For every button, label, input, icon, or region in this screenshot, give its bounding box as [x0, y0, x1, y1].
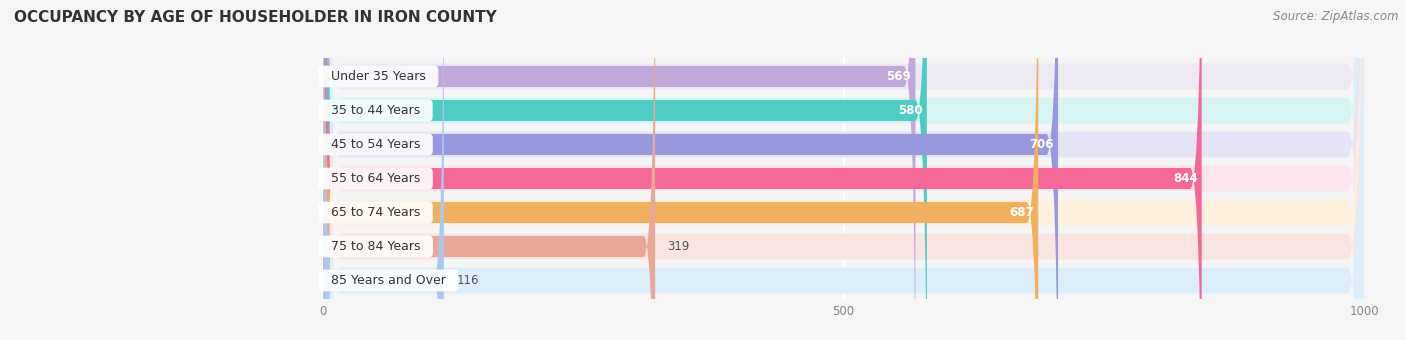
- Text: 55 to 64 Years: 55 to 64 Years: [323, 172, 429, 185]
- FancyBboxPatch shape: [323, 0, 1364, 340]
- Text: 569: 569: [887, 70, 911, 83]
- Text: 35 to 44 Years: 35 to 44 Years: [323, 104, 429, 117]
- Text: 580: 580: [898, 104, 922, 117]
- Text: 85 Years and Over: 85 Years and Over: [323, 274, 454, 287]
- Text: 706: 706: [1029, 138, 1054, 151]
- Text: Source: ZipAtlas.com: Source: ZipAtlas.com: [1274, 10, 1399, 23]
- Text: 45 to 54 Years: 45 to 54 Years: [323, 138, 429, 151]
- FancyBboxPatch shape: [323, 0, 915, 340]
- Text: 687: 687: [1010, 206, 1033, 219]
- FancyBboxPatch shape: [323, 0, 1059, 340]
- Text: 844: 844: [1173, 172, 1198, 185]
- Text: 75 to 84 Years: 75 to 84 Years: [323, 240, 429, 253]
- FancyBboxPatch shape: [323, 0, 1364, 340]
- Text: 319: 319: [668, 240, 690, 253]
- Text: 65 to 74 Years: 65 to 74 Years: [323, 206, 429, 219]
- FancyBboxPatch shape: [323, 0, 1364, 340]
- FancyBboxPatch shape: [323, 0, 927, 340]
- Text: OCCUPANCY BY AGE OF HOUSEHOLDER IN IRON COUNTY: OCCUPANCY BY AGE OF HOUSEHOLDER IN IRON …: [14, 10, 496, 25]
- FancyBboxPatch shape: [323, 0, 1364, 340]
- FancyBboxPatch shape: [323, 0, 1364, 340]
- FancyBboxPatch shape: [323, 0, 444, 340]
- FancyBboxPatch shape: [323, 0, 1202, 340]
- Text: Under 35 Years: Under 35 Years: [323, 70, 434, 83]
- FancyBboxPatch shape: [323, 0, 1364, 340]
- FancyBboxPatch shape: [323, 0, 655, 340]
- FancyBboxPatch shape: [323, 0, 1038, 340]
- Text: 116: 116: [457, 274, 479, 287]
- FancyBboxPatch shape: [323, 0, 1364, 340]
